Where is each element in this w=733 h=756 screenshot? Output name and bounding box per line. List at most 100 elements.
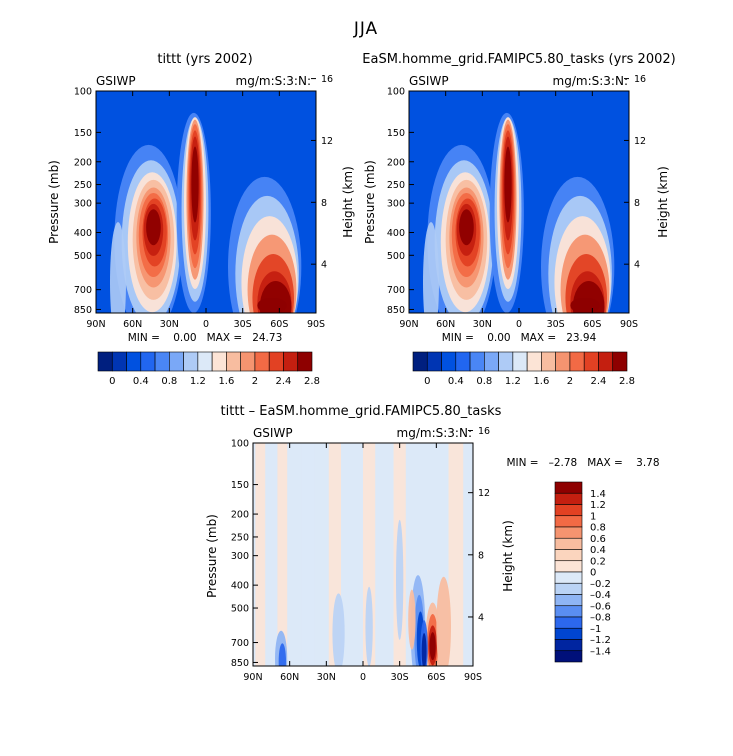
panel-1-y2label: Height (km) bbox=[341, 166, 355, 237]
colorbar-swatch bbox=[612, 351, 628, 372]
colorbar-swatch bbox=[211, 351, 227, 372]
colorbar-swatch bbox=[554, 560, 583, 573]
panel-2-right-label: mg/m:S:3:N: bbox=[553, 74, 628, 88]
colorbar-swatch bbox=[197, 351, 213, 372]
y-tick-label: 400 bbox=[231, 581, 249, 592]
y2-tick-label: 4 bbox=[478, 612, 484, 623]
y-tick-label: 500 bbox=[387, 251, 405, 262]
y-tick-label: 100 bbox=[231, 439, 249, 450]
panel-2-left-label: GSIWP bbox=[409, 74, 449, 88]
difference-band bbox=[255, 443, 266, 666]
colorbar-swatch bbox=[554, 515, 583, 528]
colorbar-swatch bbox=[297, 351, 313, 372]
colorbar-tick-label: 0.4 bbox=[590, 545, 606, 556]
colorbar-swatch bbox=[254, 351, 270, 372]
x-tick-label: 30N bbox=[317, 672, 336, 683]
x-tick-label: 90N bbox=[86, 319, 105, 330]
y2-tick-label: 16 bbox=[321, 74, 333, 85]
x-tick-label: 90N bbox=[243, 672, 262, 683]
contour-blob bbox=[429, 632, 436, 661]
colorbar-swatch bbox=[154, 351, 170, 372]
colorbar-swatch bbox=[554, 616, 583, 629]
colorbar-swatch bbox=[455, 351, 471, 372]
colorbar-swatch bbox=[554, 492, 583, 505]
colorbar-tick-label: –1.4 bbox=[590, 646, 611, 657]
x-tick-label: 60S bbox=[270, 319, 288, 330]
panel-1: tittt (yrs 2002) GSIWP mg/m:S:3:N: 90N 60… bbox=[47, 52, 355, 387]
x-tick-label: 60S bbox=[583, 319, 601, 330]
colorbar-swatch bbox=[226, 351, 241, 372]
panel-1-left-label: GSIWP bbox=[96, 74, 136, 88]
y-tick-label: 150 bbox=[74, 128, 92, 139]
y-tick-label: 200 bbox=[231, 510, 249, 521]
panel-1-title: tittt (yrs 2002) bbox=[157, 52, 252, 67]
contour-blob bbox=[396, 519, 404, 640]
colorbar-swatch bbox=[554, 481, 583, 494]
contour-blob bbox=[421, 632, 427, 666]
sh-lowlevel-maximum bbox=[257, 298, 287, 313]
y-tick-label: 300 bbox=[74, 199, 92, 210]
x-tick-label: 30S bbox=[391, 672, 409, 683]
colorbar-swatch bbox=[554, 650, 583, 663]
colorbar-swatch bbox=[554, 605, 583, 618]
colorbar-tick-label: 0.8 bbox=[161, 376, 177, 387]
contour-blob bbox=[436, 576, 451, 666]
y-tick-label: 850 bbox=[74, 305, 92, 316]
y2-tick-label: 12 bbox=[634, 136, 646, 147]
contour-blob bbox=[110, 222, 126, 313]
x-tick-label: 60N bbox=[280, 672, 299, 683]
colorbar-swatch bbox=[240, 351, 256, 372]
colorbar-tick-label: 1.4 bbox=[590, 489, 606, 500]
colorbar-swatch bbox=[555, 351, 571, 372]
colorbar-tick-label: 0 bbox=[424, 376, 430, 387]
x-tick-label: 90S bbox=[464, 672, 482, 683]
contour-blob bbox=[278, 643, 286, 666]
colorbar-tick-label: 2.8 bbox=[619, 376, 635, 387]
contour-blob bbox=[191, 146, 199, 223]
panel-3-left-label: GSIWP bbox=[253, 426, 293, 440]
panel-3-plot: 90N 60N 30N 0 30S 60S 90S 100 150 200 250 300 400 500… bbox=[231, 426, 490, 683]
y-tick-label: 150 bbox=[231, 480, 249, 491]
colorbar-swatch bbox=[554, 549, 583, 562]
y2-tick-label: 16 bbox=[634, 74, 646, 85]
y-tick-label: 700 bbox=[231, 638, 249, 649]
y-tick-label: 850 bbox=[231, 658, 249, 669]
colorbar-tick-label: 0 bbox=[109, 376, 115, 387]
panel-1-ylabel: Pressure (mb) bbox=[47, 160, 61, 244]
x-tick-label: 0 bbox=[516, 319, 522, 330]
colorbar-swatch bbox=[554, 582, 583, 595]
colorbar-tick-label: 1.6 bbox=[533, 376, 549, 387]
panel-1-plot: 90N 60N 30N 0 30S 60S 90S 100 150 200 250 300 400 500… bbox=[74, 74, 333, 330]
colorbar-swatch bbox=[140, 351, 156, 372]
colorbar-tick-label: 2.4 bbox=[276, 376, 292, 387]
colorbar-swatch bbox=[484, 351, 499, 372]
panel-2-y2label: Height (km) bbox=[656, 166, 670, 237]
colorbar-swatch bbox=[441, 351, 457, 372]
y-tick-label: 200 bbox=[387, 157, 405, 168]
colorbar-swatch bbox=[412, 351, 428, 372]
colorbar-tick-label: 0.8 bbox=[590, 523, 606, 534]
y-tick-label: 400 bbox=[387, 228, 405, 239]
y-tick-label: 150 bbox=[387, 128, 405, 139]
y-tick-label: 100 bbox=[387, 87, 405, 98]
colorbar-swatch bbox=[512, 351, 528, 372]
x-tick-label: 30N bbox=[160, 319, 179, 330]
colorbar-swatch bbox=[469, 351, 485, 372]
colorbar-swatch bbox=[526, 351, 542, 372]
colorbar-swatch bbox=[554, 504, 583, 517]
colorbar-tick-label: 1.2 bbox=[190, 376, 206, 387]
colorbar-tick-label: –0.8 bbox=[590, 613, 611, 624]
contour-blob bbox=[365, 586, 373, 666]
difference-band bbox=[448, 443, 464, 666]
contour-blob bbox=[332, 593, 345, 666]
panel-2-ylabel: Pressure (mb) bbox=[363, 160, 377, 244]
y-tick-label: 850 bbox=[387, 305, 405, 316]
x-tick-label: 90N bbox=[399, 319, 418, 330]
colorbar-tick-label: 2 bbox=[252, 376, 258, 387]
x-tick-label: 90S bbox=[620, 319, 638, 330]
x-tick-label: 30S bbox=[234, 319, 252, 330]
y-tick-label: 250 bbox=[231, 532, 249, 543]
x-tick-label: 30N bbox=[473, 319, 492, 330]
colorbar-swatch bbox=[283, 351, 299, 372]
figure-title: JJA bbox=[353, 19, 378, 39]
